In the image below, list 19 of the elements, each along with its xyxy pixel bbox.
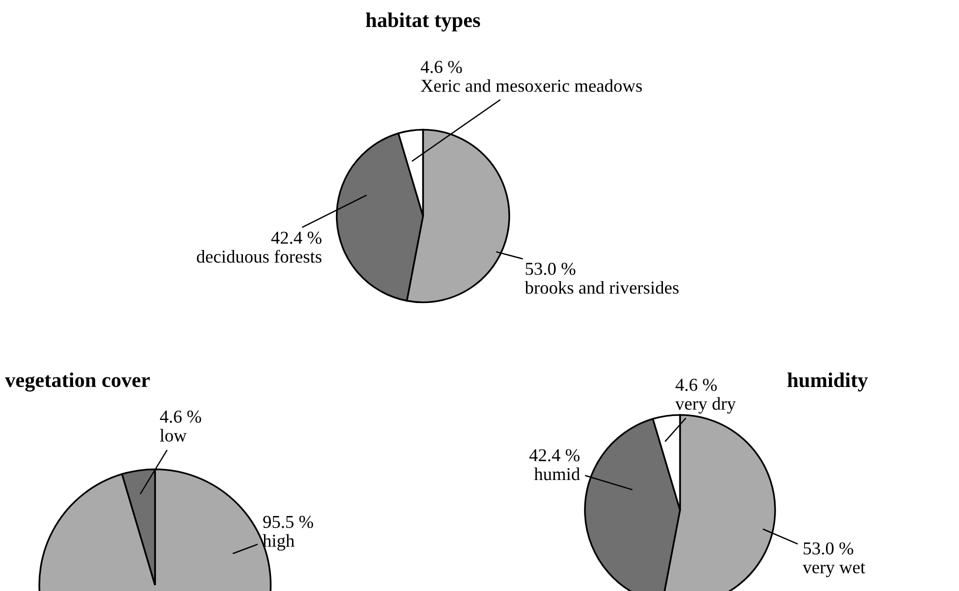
data-label: 95.5 %	[263, 516, 314, 528]
data-label: 53.0 %	[526, 262, 576, 275]
chart-title: humidity	[787, 372, 868, 392]
data-label: 42.4 %	[529, 449, 580, 462]
slice-label: brooks and riversides	[524, 281, 679, 294]
data-label: 4.6 %	[676, 378, 717, 392]
chart-title: habitat types	[366, 12, 480, 32]
data-label: 4.6 %	[160, 410, 202, 423]
slice-label: very wet	[802, 563, 866, 578]
data-label: 42.4 %	[271, 232, 322, 244]
slice-label: low	[160, 428, 187, 442]
slice-label: Xeric and mesoxeric meadows	[420, 79, 642, 92]
chart-title: vegetation cover	[5, 372, 150, 392]
slice-label: high	[262, 534, 294, 551]
data-label: 4.6 %	[420, 60, 462, 74]
slice-label: deciduous forests	[196, 250, 322, 263]
slice-label: humid	[534, 468, 580, 480]
data-label: 53.0 %	[804, 542, 854, 555]
slice-label: very dry	[675, 397, 736, 414]
